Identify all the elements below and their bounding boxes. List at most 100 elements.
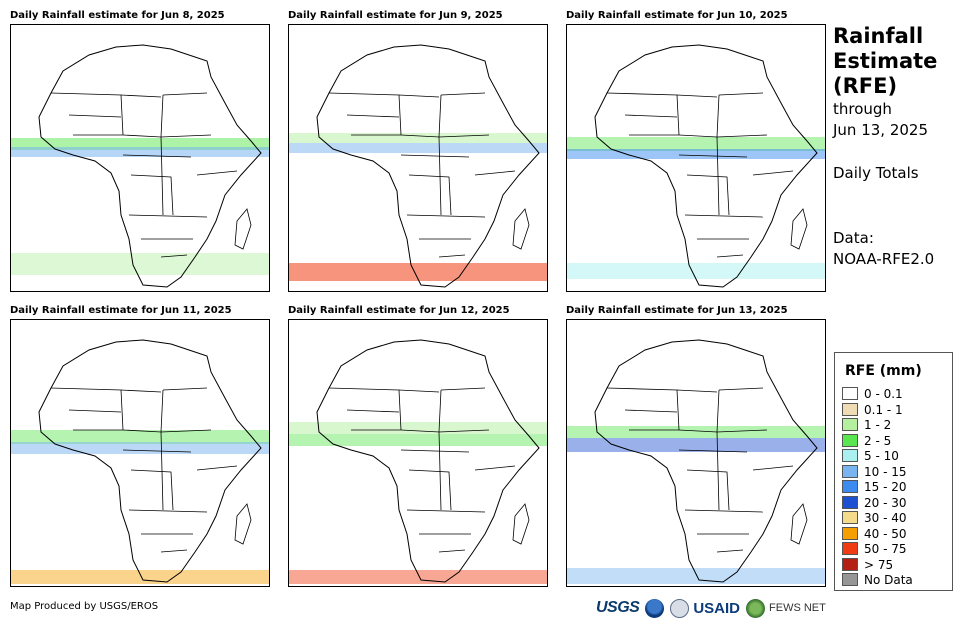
country-border [716, 136, 720, 216]
africa-map [567, 44, 825, 288]
country-border [196, 170, 238, 176]
africa-map [11, 339, 269, 584]
rainfall-band [567, 137, 825, 151]
rainfall-band [11, 442, 269, 454]
country-border [120, 94, 162, 98]
madagascar [512, 208, 530, 250]
country-border [408, 469, 452, 511]
country-border [684, 509, 764, 513]
africa-map [289, 339, 547, 584]
madagascar [234, 208, 252, 250]
country-border [606, 387, 680, 431]
country-border [606, 92, 680, 136]
africa-map [289, 44, 547, 288]
legend-swatch [842, 464, 858, 478]
rainfall-band [289, 434, 547, 446]
madagascar [790, 503, 808, 545]
fews-net-logo: FEWS NET [769, 602, 826, 614]
country-border [406, 214, 486, 218]
country-border [624, 114, 678, 118]
map-panel-jun-9: Daily Rainfall estimate for Jun 9, 2025 [288, 10, 548, 292]
country-border [718, 387, 764, 391]
country-border [678, 449, 748, 453]
country-border [196, 465, 238, 471]
country-border [68, 409, 122, 413]
country-border [716, 134, 768, 138]
country-border [408, 174, 452, 216]
product-info: Rainfall Estimate (RFE) through Jun 13, … [833, 24, 963, 270]
country-border [346, 114, 400, 118]
country-border [678, 154, 748, 158]
legend-item: 5 - 10 [842, 449, 899, 464]
panel-title: Daily Rainfall estimate for Jun 13, 2025 [566, 305, 788, 316]
country-border [716, 431, 720, 511]
country-border [162, 387, 208, 391]
legend-item: 10 - 15 [842, 464, 907, 480]
panel-title: Daily Rainfall estimate for Jun 8, 2025 [10, 10, 225, 21]
rainfall-band [289, 422, 547, 434]
country-border [122, 94, 164, 138]
coastline [316, 339, 540, 583]
country-border [678, 389, 720, 433]
rainfall-map [566, 319, 826, 587]
legend-label: 50 - 75 [864, 542, 907, 556]
country-border [160, 549, 188, 553]
rainfall-band [11, 570, 269, 584]
country-border [398, 389, 440, 393]
country-border [400, 449, 470, 453]
country-border [438, 134, 490, 138]
country-border [160, 254, 188, 258]
commerce-seal-icon [670, 598, 690, 618]
legend-item: 20 - 30 [842, 495, 907, 511]
coastline [594, 339, 818, 583]
country-border [474, 465, 516, 471]
rainfall-map [10, 24, 270, 292]
fews-globe-icon [746, 598, 766, 618]
country-border [440, 387, 486, 391]
end-date: Jun 13, 2025 [833, 121, 929, 139]
rainfall-band [11, 430, 269, 444]
usgs-logo: USGS [596, 599, 640, 616]
country-border [440, 92, 486, 96]
legend-label: > 75 [864, 557, 894, 572]
legend-swatch [842, 418, 858, 431]
product-title-line-3: (RFE) [833, 74, 898, 98]
rainfall-map [566, 24, 826, 292]
legend-label: 15 - 20 [864, 480, 907, 494]
country-border [50, 92, 124, 136]
country-border [686, 469, 730, 511]
country-border [346, 409, 400, 413]
legend-item: No Data [842, 573, 913, 588]
rainfall-band [567, 263, 825, 279]
country-border [716, 549, 744, 553]
country-border [50, 387, 124, 431]
rainfall-band [11, 253, 269, 275]
country-border [400, 154, 470, 158]
legend-label: 30 - 40 [864, 511, 907, 525]
legend-item: 15 - 20 [842, 480, 907, 495]
legend-item: 0.1 - 1 [842, 402, 903, 418]
rainfall-band [567, 426, 825, 438]
legend-label: 40 - 50 [864, 526, 907, 541]
madagascar [790, 208, 808, 250]
country-border [474, 170, 516, 176]
country-border [406, 509, 486, 513]
panel-title: Daily Rainfall estimate for Jun 9, 2025 [288, 10, 503, 21]
panel-title: Daily Rainfall estimate for Jun 11, 2025 [10, 305, 232, 316]
country-border [624, 409, 678, 413]
legend-label: 0 - 0.1 [864, 387, 903, 401]
country-border [438, 136, 442, 216]
through-label: through [833, 100, 892, 118]
rainfall-band [567, 149, 825, 159]
rainfall-band [289, 143, 547, 153]
map-panel-jun-8: Daily Rainfall estimate for Jun 8, 2025 [10, 10, 270, 292]
legend-item: 40 - 50 [842, 526, 907, 542]
africa-map [567, 339, 825, 584]
coastline [38, 339, 262, 583]
legend-title: RFE (mm) [845, 363, 922, 379]
rainfall-band [289, 570, 547, 584]
country-border [398, 94, 440, 98]
legend-swatch [842, 495, 858, 509]
coastline [594, 44, 818, 288]
rainfall-band [567, 438, 825, 452]
